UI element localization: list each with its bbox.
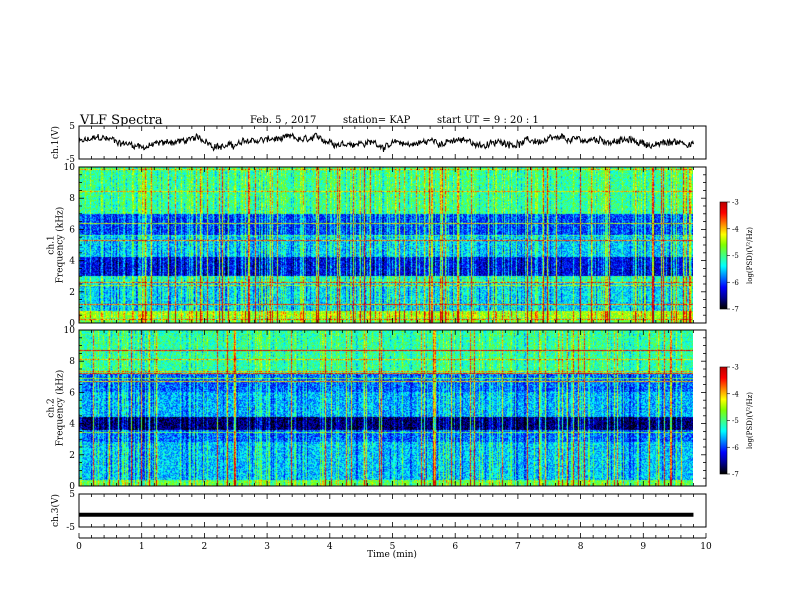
- figure-title: VLF Spectra: [79, 113, 163, 128]
- x-tick-label: 6: [452, 542, 458, 552]
- y-tick-label: 6: [69, 225, 75, 235]
- x-tick-label: 10: [700, 542, 712, 552]
- colorbar-tick-label: -7: [732, 471, 739, 479]
- colorbar-tick-label: -5: [732, 252, 739, 260]
- ch1-spectrogram-panel: 0 2 4 6 8 10 ch.1 Frequency (kHz): [47, 163, 707, 329]
- ch1-waveform-line: [78, 132, 694, 152]
- y-axis-label: Frequency (kHz): [55, 370, 66, 447]
- y-tick-label: 8: [69, 194, 75, 204]
- y-axis-label: ch.1: [47, 235, 57, 254]
- y-tick-label: 8: [69, 357, 75, 367]
- colorbar-tick-label: -3: [732, 199, 739, 207]
- x-tick-label: 2: [202, 542, 208, 552]
- x-tick-label: 8: [578, 542, 584, 552]
- y-tick-label: 2: [69, 288, 75, 298]
- y-tick-label: 4: [69, 420, 75, 430]
- y-tick-label: 10: [64, 163, 76, 173]
- time-axis: Time (min) 0 1 2 3 4 5 6 7 8 9 10: [76, 533, 712, 560]
- x-axis-label: Time (min): [367, 549, 417, 560]
- y-tick-label: -5: [66, 155, 75, 165]
- colorbar-label: log(PSD)(V²/Hz): [746, 227, 754, 284]
- y-axis-label: ch.3(V): [50, 494, 61, 527]
- y-tick-label: 6: [69, 388, 75, 398]
- colorbar-tick-label: -7: [732, 306, 739, 314]
- x-tick-label: 9: [640, 542, 646, 552]
- spectrogram-raster: [79, 330, 693, 486]
- colorbars: -3 -4 -5 -6 -7 log(PSD)(V²/Hz) -3 -4 -5 -6 -7 log(P…: [719, 199, 754, 479]
- colorbar-label: log(PSD)(V²/Hz): [746, 392, 754, 449]
- y-axis-label: Frequency (kHz): [55, 207, 66, 284]
- y-axis-label: ch.1(V): [50, 126, 61, 159]
- y-axis-label: ch.2: [47, 398, 57, 417]
- colorbar-tick-label: -5: [732, 417, 739, 425]
- colorbar-tick-label: -6: [732, 279, 739, 287]
- spectrogram-raster: [79, 167, 693, 323]
- x-tick-label: 1: [139, 542, 145, 552]
- ch2-spectrogram-panel: 0 2 4 6 8 10 ch.2 Frequency (kHz): [47, 326, 707, 492]
- y-tick-label: 0: [69, 319, 75, 329]
- ch3-waveform-panel: 5 -5 ch.3(V): [50, 490, 707, 533]
- y-tick-label: -5: [66, 523, 75, 533]
- colorbar-tick-label: -6: [732, 444, 739, 452]
- x-tick-label: 0: [76, 542, 82, 552]
- y-tick-label: 4: [69, 257, 75, 267]
- date-label: Feb. 5 , 2017: [250, 115, 316, 126]
- header: VLF Spectra Feb. 5 , 2017 station= KAP s…: [79, 113, 539, 128]
- y-tick-label: 10: [64, 326, 76, 336]
- y-tick-label: 0: [69, 482, 75, 492]
- colorbar: [720, 202, 727, 309]
- colorbar-tick-label: -4: [732, 390, 739, 398]
- x-tick-label: 4: [327, 542, 333, 552]
- start-time-label: start UT = 9 : 20 : 1: [437, 115, 539, 126]
- station-label: station= KAP: [343, 115, 411, 126]
- colorbar-tick-label: -3: [732, 364, 739, 372]
- x-tick-label: 7: [515, 542, 521, 552]
- colorbar-tick-label: -4: [732, 225, 739, 233]
- y-tick-label: 5: [69, 490, 75, 500]
- ch1-waveform-panel: 5 -5 ch.1(V): [50, 122, 707, 165]
- y-tick-label: 2: [69, 451, 75, 461]
- y-tick-label: 5: [69, 122, 75, 132]
- colorbar: [720, 367, 727, 474]
- x-tick-label: 3: [264, 542, 270, 552]
- x-tick-label: 5: [390, 542, 396, 552]
